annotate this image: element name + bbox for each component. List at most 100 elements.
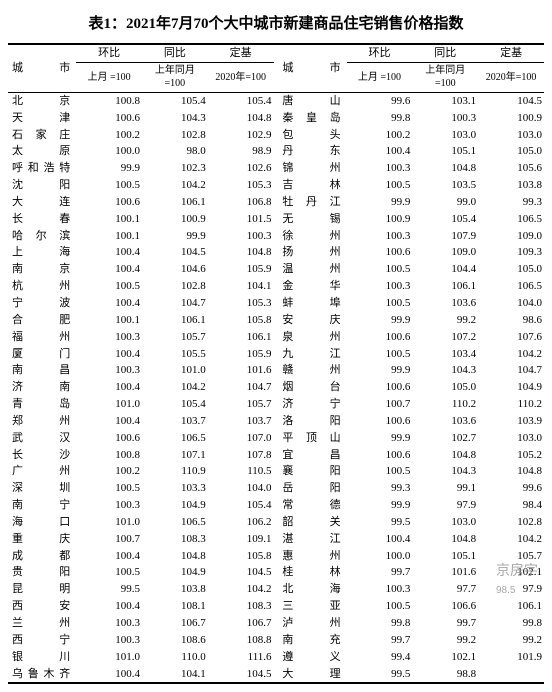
base-val: 106.8 bbox=[208, 194, 274, 211]
mom-val: 100.4 bbox=[76, 413, 142, 430]
hdr-city: 城市 bbox=[8, 44, 76, 92]
city-name: 唐 山 bbox=[278, 92, 346, 109]
mom-val: 100.0 bbox=[347, 548, 413, 565]
city-name: 杭 州 bbox=[8, 278, 76, 295]
base-val: 104.0 bbox=[208, 480, 274, 497]
city-name: 太 原 bbox=[8, 143, 76, 160]
base-val: 102.9 bbox=[208, 127, 274, 144]
base-val: 109.0 bbox=[478, 228, 544, 245]
city-name: 三 亚 bbox=[278, 598, 346, 615]
city-name: 赣 州 bbox=[278, 362, 346, 379]
yoy-val: 99.9 bbox=[142, 228, 208, 245]
yoy-val: 103.8 bbox=[142, 581, 208, 598]
base-val: 98.9 bbox=[208, 143, 274, 160]
base-val: 104.8 bbox=[208, 244, 274, 261]
city-name: 重 庆 bbox=[8, 531, 76, 548]
yoy-val: 109.0 bbox=[412, 244, 478, 261]
mom-val: 99.7 bbox=[347, 564, 413, 581]
mom-val: 100.4 bbox=[76, 261, 142, 278]
base-val: 104.5 bbox=[208, 666, 274, 684]
yoy-val: 105.7 bbox=[142, 329, 208, 346]
city-name: 牡 丹 江 bbox=[278, 194, 346, 211]
base-val: 101.9 bbox=[478, 649, 544, 666]
city-name: 银 川 bbox=[8, 649, 76, 666]
yoy-val: 100.3 bbox=[412, 110, 478, 127]
city-name: 北 海 bbox=[278, 581, 346, 598]
base-val: 99.2 bbox=[478, 632, 544, 649]
yoy-val: 103.5 bbox=[412, 177, 478, 194]
mom-val: 100.5 bbox=[347, 346, 413, 363]
city-name: 厦 门 bbox=[8, 346, 76, 363]
base-val: 104.2 bbox=[478, 346, 544, 363]
mom-val: 100.1 bbox=[76, 211, 142, 228]
yoy-val: 98.0 bbox=[142, 143, 208, 160]
hdr-city: 城市 bbox=[278, 44, 346, 92]
city-name: 呼和浩特 bbox=[8, 160, 76, 177]
yoy-val: 97.7 bbox=[412, 581, 478, 598]
base-val: 107.0 bbox=[208, 430, 274, 447]
yoy-val: 104.8 bbox=[142, 548, 208, 565]
yoy-val: 97.9 bbox=[412, 497, 478, 514]
city-name: 天 津 bbox=[8, 110, 76, 127]
mom-val: 100.6 bbox=[347, 244, 413, 261]
mom-val: 100.3 bbox=[76, 497, 142, 514]
yoy-val: 99.2 bbox=[412, 632, 478, 649]
yoy-val: 107.1 bbox=[142, 447, 208, 464]
city-name: 平 顶 山 bbox=[278, 430, 346, 447]
yoy-val: 104.8 bbox=[412, 531, 478, 548]
base-val bbox=[478, 666, 544, 684]
mom-val: 99.4 bbox=[347, 649, 413, 666]
yoy-val: 108.1 bbox=[142, 598, 208, 615]
base-val: 103.9 bbox=[478, 413, 544, 430]
mom-val: 99.9 bbox=[347, 194, 413, 211]
city-name: 福 州 bbox=[8, 329, 76, 346]
yoy-val: 108.6 bbox=[142, 632, 208, 649]
mom-val: 100.5 bbox=[347, 463, 413, 480]
city-name: 包 头 bbox=[278, 127, 346, 144]
yoy-val: 106.5 bbox=[142, 514, 208, 531]
base-val: 106.5 bbox=[478, 211, 544, 228]
hdr-yoy-sub: 上年同月 =100 bbox=[142, 62, 208, 92]
city-name: 南 充 bbox=[278, 632, 346, 649]
city-name: 石 家 庄 bbox=[8, 127, 76, 144]
city-name: 西 宁 bbox=[8, 632, 76, 649]
base-val: 105.2 bbox=[478, 447, 544, 464]
city-name: 扬 州 bbox=[278, 244, 346, 261]
city-name: 遵 义 bbox=[278, 649, 346, 666]
mom-val: 100.4 bbox=[76, 598, 142, 615]
yoy-val: 106.5 bbox=[142, 430, 208, 447]
mom-val: 100.1 bbox=[76, 312, 142, 329]
base-val: 105.3 bbox=[208, 295, 274, 312]
mom-val: 100.5 bbox=[347, 295, 413, 312]
yoy-val: 104.8 bbox=[412, 160, 478, 177]
yoy-val: 104.3 bbox=[412, 463, 478, 480]
yoy-val: 104.3 bbox=[412, 362, 478, 379]
yoy-val: 101.0 bbox=[142, 362, 208, 379]
city-name: 襄 阳 bbox=[278, 463, 346, 480]
city-name: 济 南 bbox=[8, 379, 76, 396]
base-val: 107.8 bbox=[208, 447, 274, 464]
city-name: 秦 皇 岛 bbox=[278, 110, 346, 127]
mom-val: 100.3 bbox=[347, 160, 413, 177]
base-val: 106.5 bbox=[478, 278, 544, 295]
mom-val: 100.3 bbox=[347, 278, 413, 295]
city-name: 湛 江 bbox=[278, 531, 346, 548]
city-name: 贵 阳 bbox=[8, 564, 76, 581]
base-val: 98.4 bbox=[478, 497, 544, 514]
mom-val: 100.6 bbox=[347, 379, 413, 396]
city-name: 宁 波 bbox=[8, 295, 76, 312]
city-name: 哈 尔 滨 bbox=[8, 228, 76, 245]
base-val: 110.5 bbox=[208, 463, 274, 480]
mom-val: 100.5 bbox=[76, 564, 142, 581]
city-name: 长 沙 bbox=[8, 447, 76, 464]
yoy-val: 110.0 bbox=[142, 649, 208, 666]
mom-val: 100.6 bbox=[347, 329, 413, 346]
mom-val: 99.9 bbox=[347, 497, 413, 514]
city-name: 南 昌 bbox=[8, 362, 76, 379]
hdr-base-sub: 2020年=100 bbox=[208, 62, 274, 92]
city-name: 兰 州 bbox=[8, 615, 76, 632]
base-val: 105.6 bbox=[478, 160, 544, 177]
base-val: 104.1 bbox=[208, 278, 274, 295]
yoy-val: 103.7 bbox=[142, 413, 208, 430]
mom-val: 100.6 bbox=[347, 447, 413, 464]
